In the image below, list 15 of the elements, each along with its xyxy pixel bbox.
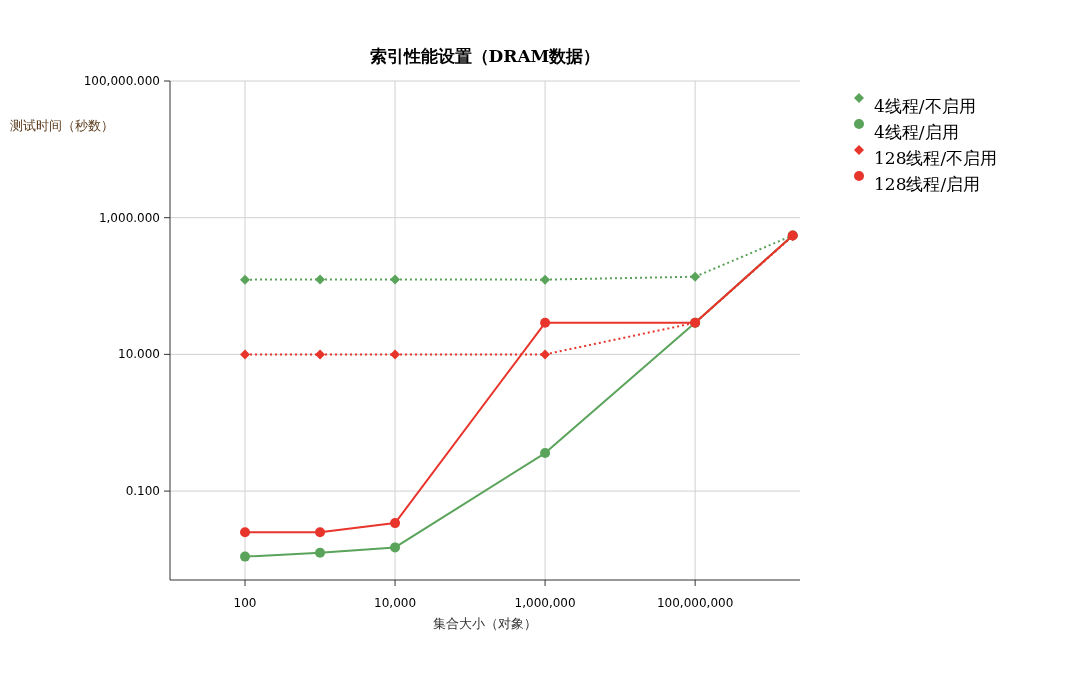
y-tick-label: 10.000 xyxy=(118,347,160,362)
legend-label: 4线程/不启用 xyxy=(874,96,976,116)
x-tick-label: 10,000 xyxy=(374,596,417,610)
y-axis-title: 测试时间（秒数） xyxy=(10,118,114,133)
x-tick-label: 1,000,000 xyxy=(514,596,576,610)
x-axis-title: 集合大小（对象） xyxy=(433,616,537,631)
y-tick-label: 0.100 xyxy=(125,484,160,499)
legend-label: 128线程/不启用 xyxy=(874,148,998,168)
x-tick-label: 100,000,000 xyxy=(656,596,734,610)
legend-label: 128线程/启用 xyxy=(874,174,981,194)
x-tick-label: 100 xyxy=(233,596,257,610)
y-tick-label: 1,000.000 xyxy=(98,210,160,225)
chart-title: 索引性能设置（DRAM数据） xyxy=(369,46,601,66)
y-tick-label: 100,000.000 xyxy=(83,74,160,88)
legend-label: 4线程/启用 xyxy=(874,122,959,142)
